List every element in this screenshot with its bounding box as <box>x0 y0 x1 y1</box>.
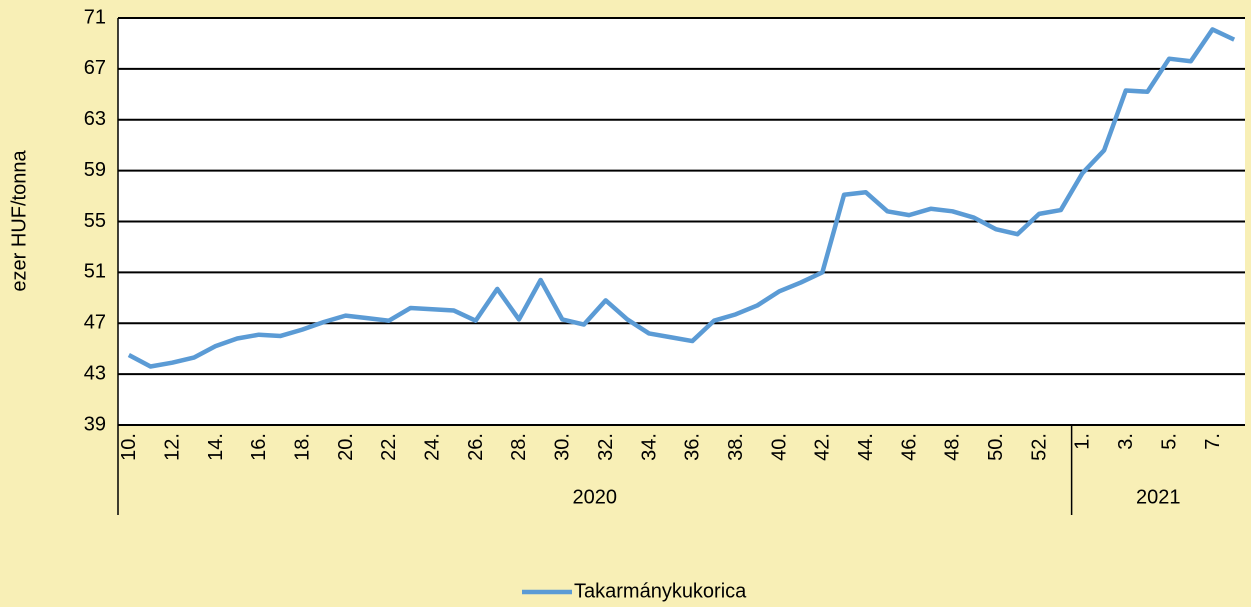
x-tick-label: 26. <box>465 433 487 461</box>
y-tick-label: 63 <box>84 108 106 130</box>
y-tick-label: 55 <box>84 210 106 232</box>
x-tick-label: 3. <box>1115 433 1137 450</box>
group-label: 2021 <box>1136 486 1181 508</box>
x-tick-label: 28. <box>508 433 530 461</box>
x-tick-label: 52. <box>1028 433 1050 461</box>
x-tick-label: 42. <box>812 433 834 461</box>
x-tick-label: 22. <box>378 433 400 461</box>
y-tick-label: 47 <box>84 312 106 334</box>
y-tick-label: 51 <box>84 261 106 283</box>
line-series <box>127 27 1236 369</box>
y-tick-label: 67 <box>84 57 106 79</box>
x-tick-label: 46. <box>898 433 920 461</box>
x-tick-label: 1. <box>1072 433 1094 450</box>
x-tick-label: 36. <box>682 433 704 461</box>
x-tick-label: 14. <box>205 433 227 461</box>
x-tick-label: 50. <box>985 433 1007 461</box>
y-tick-label: 43 <box>84 362 106 384</box>
y-tick-label: 39 <box>84 413 106 435</box>
y-axis-label: ezer HUF/tonna <box>8 150 30 292</box>
y-tick-label: 59 <box>84 159 106 181</box>
x-tick-label: 40. <box>768 433 790 461</box>
y-tick-label: 71 <box>84 6 106 28</box>
x-tick-label: 30. <box>552 433 574 461</box>
x-tick-label: 16. <box>248 433 270 461</box>
x-tick-label: 48. <box>942 433 964 461</box>
x-tick-label: 32. <box>595 433 617 461</box>
group-label: 2020 <box>573 486 618 508</box>
x-tick-label: 20. <box>335 433 357 461</box>
x-tick-label: 7. <box>1202 433 1224 450</box>
x-tick-label: 34. <box>638 433 660 461</box>
legend-label: Takarmánykukorica <box>574 580 747 602</box>
x-tick-label: 44. <box>855 433 877 461</box>
x-tick-label: 10. <box>118 433 140 461</box>
x-tick-label: 12. <box>161 433 183 461</box>
x-tick-label: 24. <box>422 433 444 461</box>
x-tick-label: 5. <box>1158 433 1180 450</box>
x-tick-label: 18. <box>292 433 314 461</box>
x-tick-label: 38. <box>725 433 747 461</box>
